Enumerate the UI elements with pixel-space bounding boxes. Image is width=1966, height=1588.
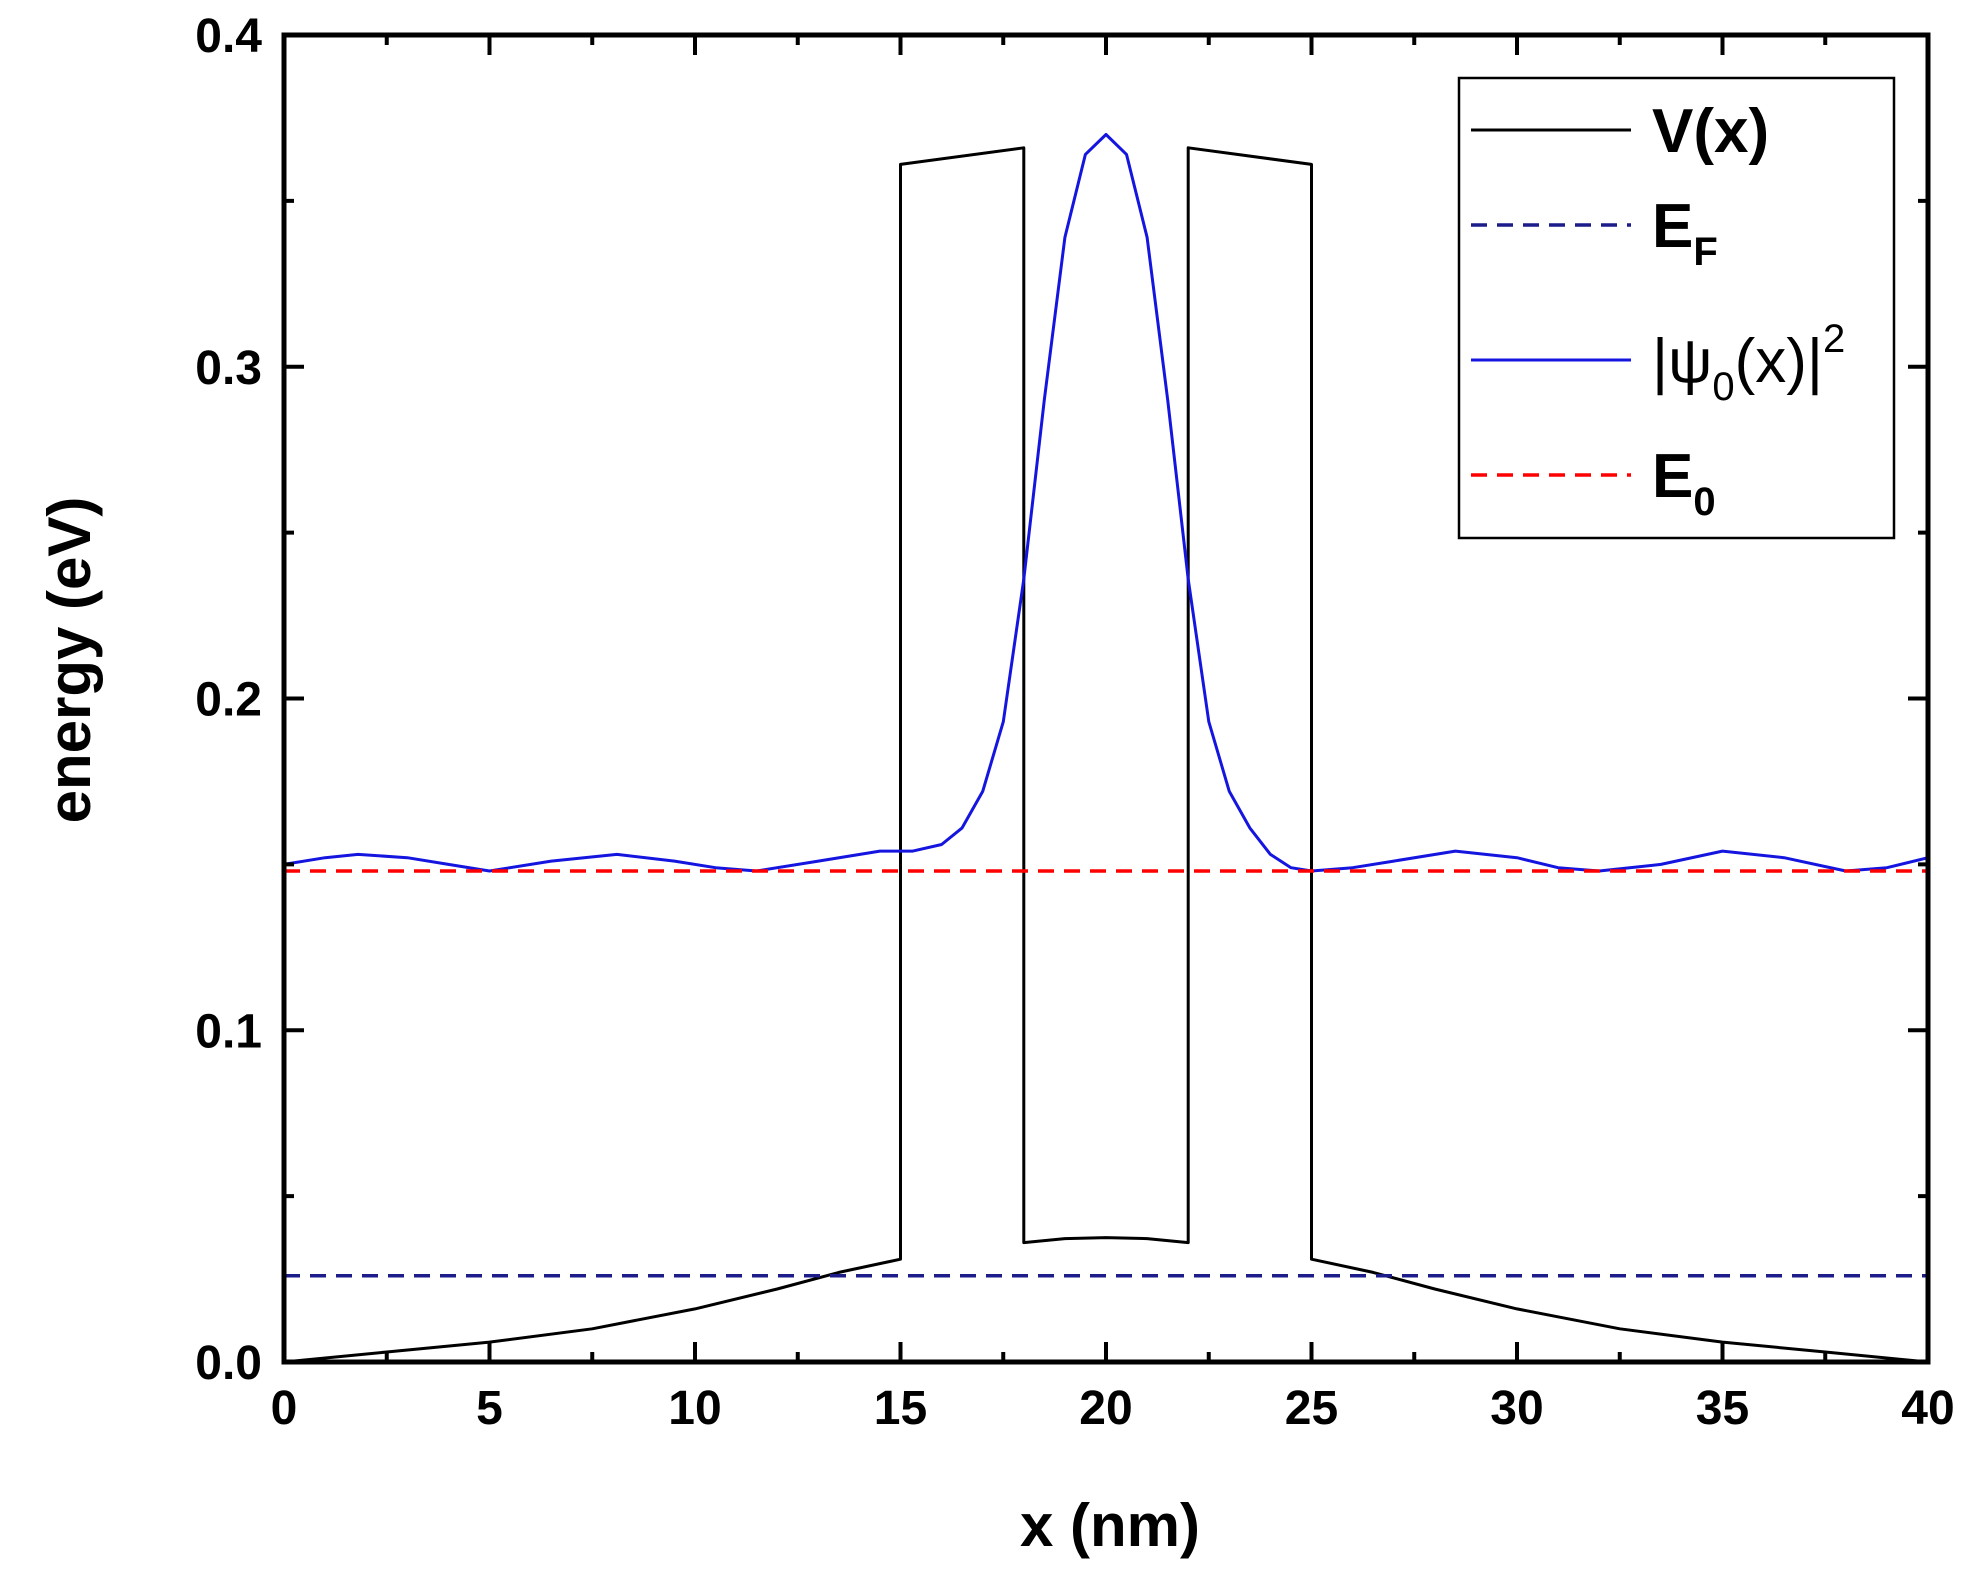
legend-entries: V(x) EF |ψ0(x)|2 E0 (1471, 97, 1845, 524)
x-tick-label: 15 (874, 1382, 927, 1435)
x-tick-labels: 0 5 10 15 20 25 30 35 40 (271, 1382, 1955, 1435)
series-line-0 (283, 146, 1929, 1364)
y-axis-title: energy (eV) (36, 497, 103, 824)
y-tick-label: 0.2 (195, 674, 262, 727)
legend-label-1: EF (1652, 192, 1718, 274)
plot-frame (281, 32, 1931, 1365)
y-tick-label: 0.3 (195, 342, 262, 395)
x-tick-label: 40 (1901, 1382, 1954, 1435)
y-tick-label: 0.4 (195, 10, 262, 63)
y-tick-label: 0.0 (195, 1337, 262, 1390)
x-axis-title: x (nm) (1020, 1492, 1200, 1559)
x-tick-label: 0 (271, 1382, 298, 1435)
legend: V(x) EF |ψ0(x)|2 E0 (1457, 76, 1896, 540)
plot-lines (283, 133, 1929, 1364)
x-tick-label: 10 (668, 1382, 721, 1435)
x-tick-label: 25 (1285, 1382, 1338, 1435)
legend-box (1457, 76, 1896, 540)
x-tick-label: 30 (1490, 1382, 1543, 1435)
legend-label-2: |ψ0(x)|2 (1652, 317, 1845, 409)
x-tick-label: 35 (1696, 1382, 1749, 1435)
y-tick-label: 0.1 (195, 1005, 262, 1058)
legend-label-3: E0 (1652, 442, 1716, 524)
series-line-2 (283, 133, 1929, 873)
legend-label-0: V(x) (1652, 97, 1769, 166)
x-tick-label: 5 (476, 1382, 503, 1435)
x-tick-label: 20 (1079, 1382, 1132, 1435)
y-tick-labels: 0.0 0.1 0.2 0.3 0.4 (195, 10, 262, 1390)
